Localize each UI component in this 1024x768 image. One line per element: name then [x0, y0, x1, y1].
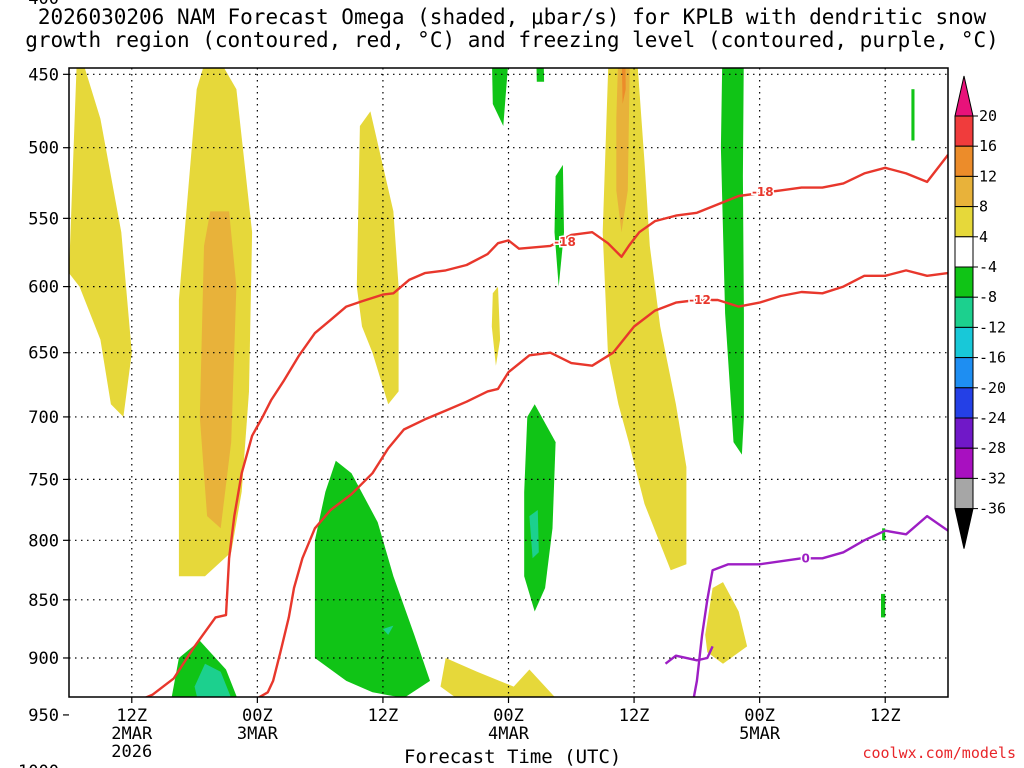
y-tick-label-850: 850 — [28, 591, 59, 611]
colorbar-label-4: 4 — [979, 228, 988, 246]
axes: 2503003504004505005506006507007508008509… — [18, 0, 949, 768]
colorbar-bin-9 — [954, 387, 974, 419]
omega-region-15 — [554, 164, 564, 287]
y-tick-label-1000: 1000 — [18, 762, 59, 768]
title-line-2: growth region (contoured, red, °C) and f… — [25, 28, 999, 52]
omega-region-10 — [491, 286, 501, 366]
colorbar-label-13: -36 — [979, 500, 1006, 518]
colorbar-label-10: -24 — [979, 409, 1006, 427]
colorbar-top-arrow — [954, 75, 974, 117]
omega-region-4 — [194, 663, 231, 697]
colorbar-bin-11 — [954, 447, 974, 479]
omega-region-18 — [621, 68, 626, 104]
omega-region-22 — [877, 0, 906, 29]
omega-region-12 — [536, 68, 545, 82]
colorbar-bin-8 — [954, 357, 974, 389]
x-tick-label-6-0: 12Z — [116, 706, 147, 726]
x-tick-label-66-0: 00Z — [744, 706, 775, 726]
colorbar-bottom-arrow — [954, 508, 974, 549]
colorbar-label-11: -28 — [979, 439, 1006, 457]
contour-label-1: -18 — [554, 235, 576, 249]
colorbar-bin-4 — [954, 236, 974, 268]
y-tick-label-450: 450 — [28, 65, 59, 85]
x-tick-label-18-0: 00Z — [242, 706, 273, 726]
colorbar-label-1: 16 — [979, 137, 997, 155]
y-tick-label-900: 900 — [28, 649, 59, 669]
omega-region-11 — [492, 68, 508, 126]
omega-region-13 — [524, 404, 556, 612]
colorbar-bin-0 — [954, 115, 974, 147]
colorbar-bin-7 — [954, 326, 974, 359]
omega-region-19 — [705, 582, 748, 664]
omega-region-17 — [616, 68, 630, 233]
colorbar-bin-5 — [954, 266, 974, 298]
omega-region-20 — [692, 721, 729, 755]
contour-label-2: -18 — [752, 185, 774, 199]
colorbar-label-7: -12 — [979, 318, 1006, 336]
omega-region-0 — [69, 68, 132, 417]
colorbar-label-2: 12 — [979, 167, 997, 185]
omega-region-14 — [529, 510, 539, 559]
x-tick-label-18-1: 3MAR — [237, 724, 279, 744]
y-tick-label-400: 400 — [28, 0, 59, 9]
colorbar-bin-1 — [954, 145, 974, 177]
y-tick-label-950: 950 — [28, 706, 59, 726]
contour-freezing-level-d — [664, 645, 714, 665]
chart-title: 2026030206 NAM Forecast Omega (shaded, μ… — [0, 6, 1024, 52]
omega-region-16 — [602, 68, 687, 571]
colorbar-label-6: -8 — [979, 288, 997, 306]
x-tick-label-66-1: 5MAR — [739, 724, 781, 744]
colorbar-bin-12 — [954, 477, 974, 510]
omega-region-9 — [440, 658, 555, 697]
y-tick-label-600: 600 — [28, 278, 59, 298]
contour-freezing-level-c — [692, 514, 948, 697]
colorbar-label-0: 20 — [979, 107, 997, 125]
x-tick-label-42-0: 00Z — [493, 706, 524, 726]
contour-label-6: 0 — [706, 697, 714, 711]
omega-region-24 — [911, 89, 915, 141]
colorbar-label-9: -20 — [979, 379, 1006, 397]
colorbar-bin-6 — [954, 296, 974, 328]
colorbar-label-5: -4 — [979, 258, 997, 276]
x-tick-label-78-0: 12Z — [870, 706, 901, 726]
omega-region-6 — [314, 460, 430, 697]
y-tick-label-800: 800 — [28, 531, 59, 551]
omega-region-21 — [720, 68, 744, 455]
colorbar-bin-3 — [954, 206, 974, 238]
contour-dgz-minus18 — [69, 154, 948, 697]
colorbar-label-3: 8 — [979, 198, 988, 216]
omega-region-7 — [382, 625, 394, 635]
y-tick-label-500: 500 — [28, 139, 59, 159]
colorbar-bin-10 — [954, 417, 974, 449]
x-tick-label-42-1: 4MAR — [488, 724, 530, 744]
omega-region-26 — [881, 593, 886, 618]
x-tick-label-6-1: 2MAR — [111, 724, 153, 744]
contour-dgz-minus12 — [257, 269, 948, 697]
colorbar: 20 16 12 8 4 -4 -8 -12 -16 -20 -24 -28 -32 -36 — [954, 75, 1006, 549]
y-tick-label-750: 750 — [28, 470, 59, 490]
omega-region-2 — [199, 211, 237, 529]
y-tick-label-650: 650 — [28, 344, 59, 364]
x-tick-label-54-0: 12Z — [619, 706, 650, 726]
y-tick-label-550: 550 — [28, 209, 59, 229]
colorbar-label-8: -16 — [979, 349, 1006, 367]
contour-label-3: -12 — [689, 293, 711, 307]
omega-region-8 — [315, 728, 414, 748]
colorbar-bin-2 — [954, 175, 974, 208]
y-tick-label-700: 700 — [28, 408, 59, 428]
x-axis-label: Forecast Time (UTC) — [404, 746, 622, 768]
contour-label-5: 0 — [802, 551, 810, 565]
x-tick-label-30-0: 12Z — [368, 706, 399, 726]
omega-region-5 — [356, 111, 399, 405]
colorbar-label-12: -32 — [979, 469, 1006, 487]
credit-link[interactable]: coolwx.com/models — [862, 744, 1016, 762]
title-line-1: 2026030206 NAM Forecast Omega (shaded, μ… — [37, 5, 987, 29]
x-tick-label-6-2: 2026 — [111, 742, 152, 762]
